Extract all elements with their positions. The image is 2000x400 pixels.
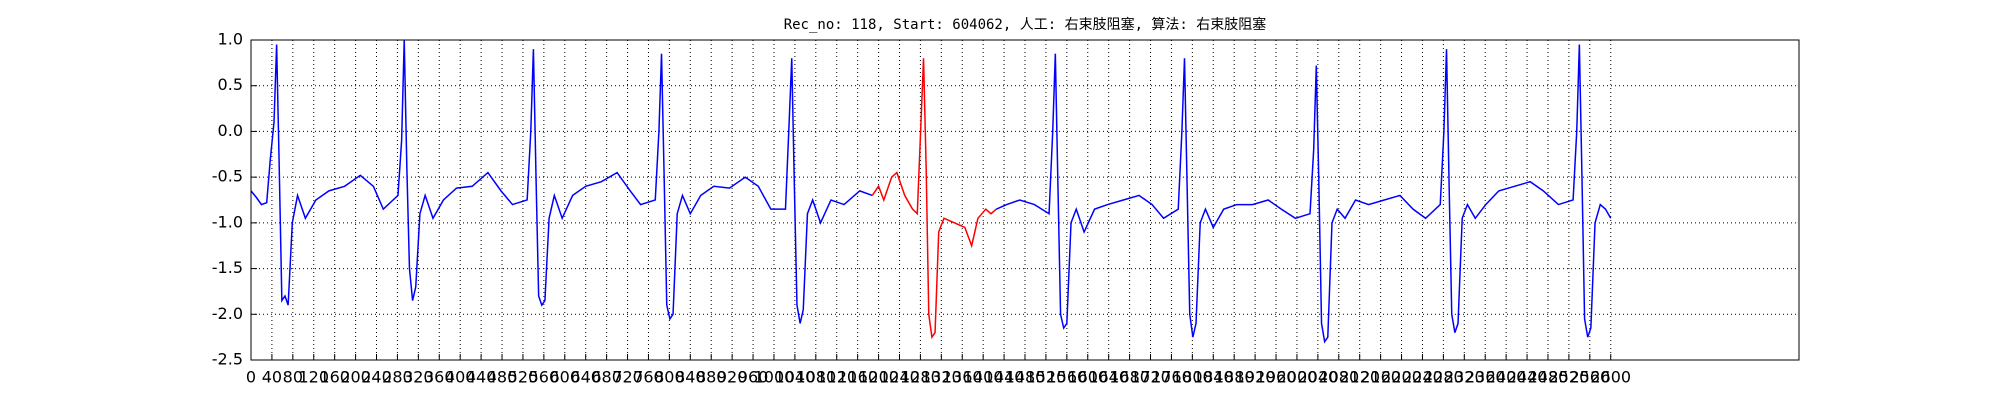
y-tick-label: -2.5 xyxy=(212,350,243,369)
x-tick-label: 2480 xyxy=(1528,368,1569,387)
x-tick-label: 640 xyxy=(570,368,601,387)
x-tick-label: 440 xyxy=(466,368,497,387)
x-tick-label: 2160 xyxy=(1360,368,1401,387)
chart-title: Rec_no: 118, Start: 604062, 人工: 右束肢阻塞, 算… xyxy=(784,16,1267,33)
x-tick-label: 1480 xyxy=(1005,368,1046,387)
y-tick-label: -1.0 xyxy=(212,212,243,231)
x-tick-label: 1280 xyxy=(900,368,941,387)
x-tick-label: 2400 xyxy=(1486,368,1527,387)
x-tick-label: 1680 xyxy=(1109,368,1150,387)
x-tick-label: 1800 xyxy=(1172,368,1213,387)
x-tick-label: 1520 xyxy=(1026,368,1067,387)
y-tick-label: -1.5 xyxy=(212,258,243,277)
x-tick-label: 2120 xyxy=(1339,368,1380,387)
x-tick-label: 600 xyxy=(550,368,581,387)
y-tick-label: -2.0 xyxy=(212,304,243,323)
x-tick-label: 960 xyxy=(738,368,769,387)
x-tick-label: 0 xyxy=(246,368,256,387)
x-tick-label: 80 xyxy=(283,368,303,387)
x-tick-label: 1200 xyxy=(858,368,899,387)
x-tick-label: 2040 xyxy=(1298,368,1339,387)
x-tick-label: 1920 xyxy=(1235,368,1276,387)
x-tick-label: 280 xyxy=(382,368,413,387)
x-tick-label: 480 xyxy=(487,368,518,387)
x-tick-label: 1840 xyxy=(1193,368,1234,387)
x-tick-label: 1720 xyxy=(1130,368,1171,387)
x-tick-label: 2080 xyxy=(1318,368,1359,387)
x-tick-label: 2200 xyxy=(1381,368,1422,387)
x-tick-label: 2320 xyxy=(1444,368,1485,387)
x-tick-label: 200 xyxy=(340,368,371,387)
x-tick-label: 1600 xyxy=(1067,368,1108,387)
x-tick-label: 1160 xyxy=(837,368,878,387)
x-tick-label: 400 xyxy=(445,368,476,387)
x-tick-label: 360 xyxy=(424,368,455,387)
y-tick-label: 0.0 xyxy=(218,121,243,140)
x-tick-label: 1120 xyxy=(816,368,857,387)
x-tick-label: 1360 xyxy=(942,368,983,387)
x-tick-label: 720 xyxy=(612,368,643,387)
x-tick-label: 1880 xyxy=(1214,368,1255,387)
signal-line xyxy=(250,39,1612,344)
x-tick-label: 840 xyxy=(675,368,706,387)
x-tick-label: 560 xyxy=(529,368,560,387)
x-tick-label: 2440 xyxy=(1507,368,1548,387)
x-tick-label: 1960 xyxy=(1256,368,1297,387)
x-tick-label: 2240 xyxy=(1402,368,1443,387)
x-tick-label: 2600 xyxy=(1590,368,1631,387)
x-tick-label: 240 xyxy=(361,368,392,387)
x-tick-label: 2560 xyxy=(1569,368,1610,387)
x-tick-label: 160 xyxy=(319,368,350,387)
x-tick-label: 2360 xyxy=(1465,368,1506,387)
y-tick-label: -0.5 xyxy=(212,167,243,186)
plot-frame xyxy=(250,39,1800,361)
x-tick-label: 760 xyxy=(633,368,664,387)
y-tick-label: 1.0 xyxy=(218,30,243,49)
x-tick-label: 1640 xyxy=(1088,368,1129,387)
x-tick-label: 920 xyxy=(717,368,748,387)
x-tick-label: 1560 xyxy=(1046,368,1087,387)
x-tick-label: 320 xyxy=(403,368,434,387)
x-tick-label: 520 xyxy=(508,368,539,387)
x-tick-label: 800 xyxy=(654,368,685,387)
x-tick-label: 2520 xyxy=(1549,368,1590,387)
x-tick-label: 1760 xyxy=(1151,368,1192,387)
y-tick-label: 0.5 xyxy=(218,75,243,94)
x-tick-label: 1320 xyxy=(921,368,962,387)
x-tick-label: 2000 xyxy=(1277,368,1318,387)
x-tick-label: 880 xyxy=(696,368,727,387)
x-tick-label: 40 xyxy=(262,368,282,387)
x-tick-label: 1400 xyxy=(963,368,1004,387)
x-tick-label: 1040 xyxy=(775,368,816,387)
signal-line xyxy=(871,58,997,340)
x-tick-label: 120 xyxy=(298,368,329,387)
x-tick-label: 1240 xyxy=(879,368,920,387)
x-tick-label: 680 xyxy=(591,368,622,387)
x-tick-label: 1080 xyxy=(795,368,836,387)
x-tick-label: 1440 xyxy=(984,368,1025,387)
x-tick-label: 1000 xyxy=(754,368,795,387)
x-tick-label: 2280 xyxy=(1423,368,1464,387)
